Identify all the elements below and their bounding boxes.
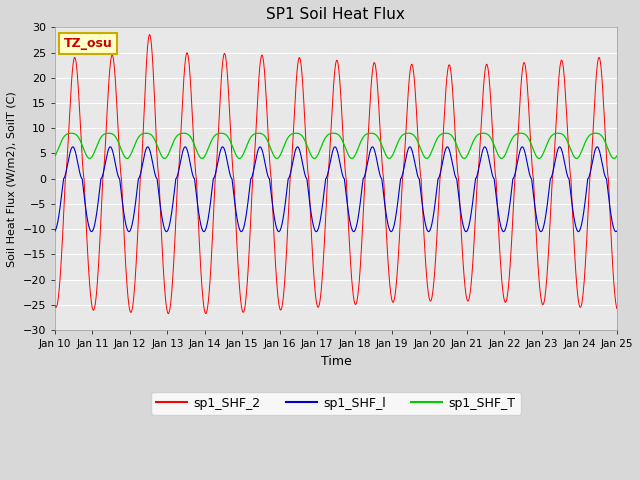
Text: TZ_osu: TZ_osu xyxy=(63,37,112,50)
X-axis label: Time: Time xyxy=(321,355,351,368)
Legend: sp1_SHF_2, sp1_SHF_l, sp1_SHF_T: sp1_SHF_2, sp1_SHF_l, sp1_SHF_T xyxy=(151,392,520,415)
Y-axis label: Soil Heat Flux (W/m2), SoilT (C): Soil Heat Flux (W/m2), SoilT (C) xyxy=(7,91,17,266)
Title: SP1 Soil Heat Flux: SP1 Soil Heat Flux xyxy=(266,7,405,22)
